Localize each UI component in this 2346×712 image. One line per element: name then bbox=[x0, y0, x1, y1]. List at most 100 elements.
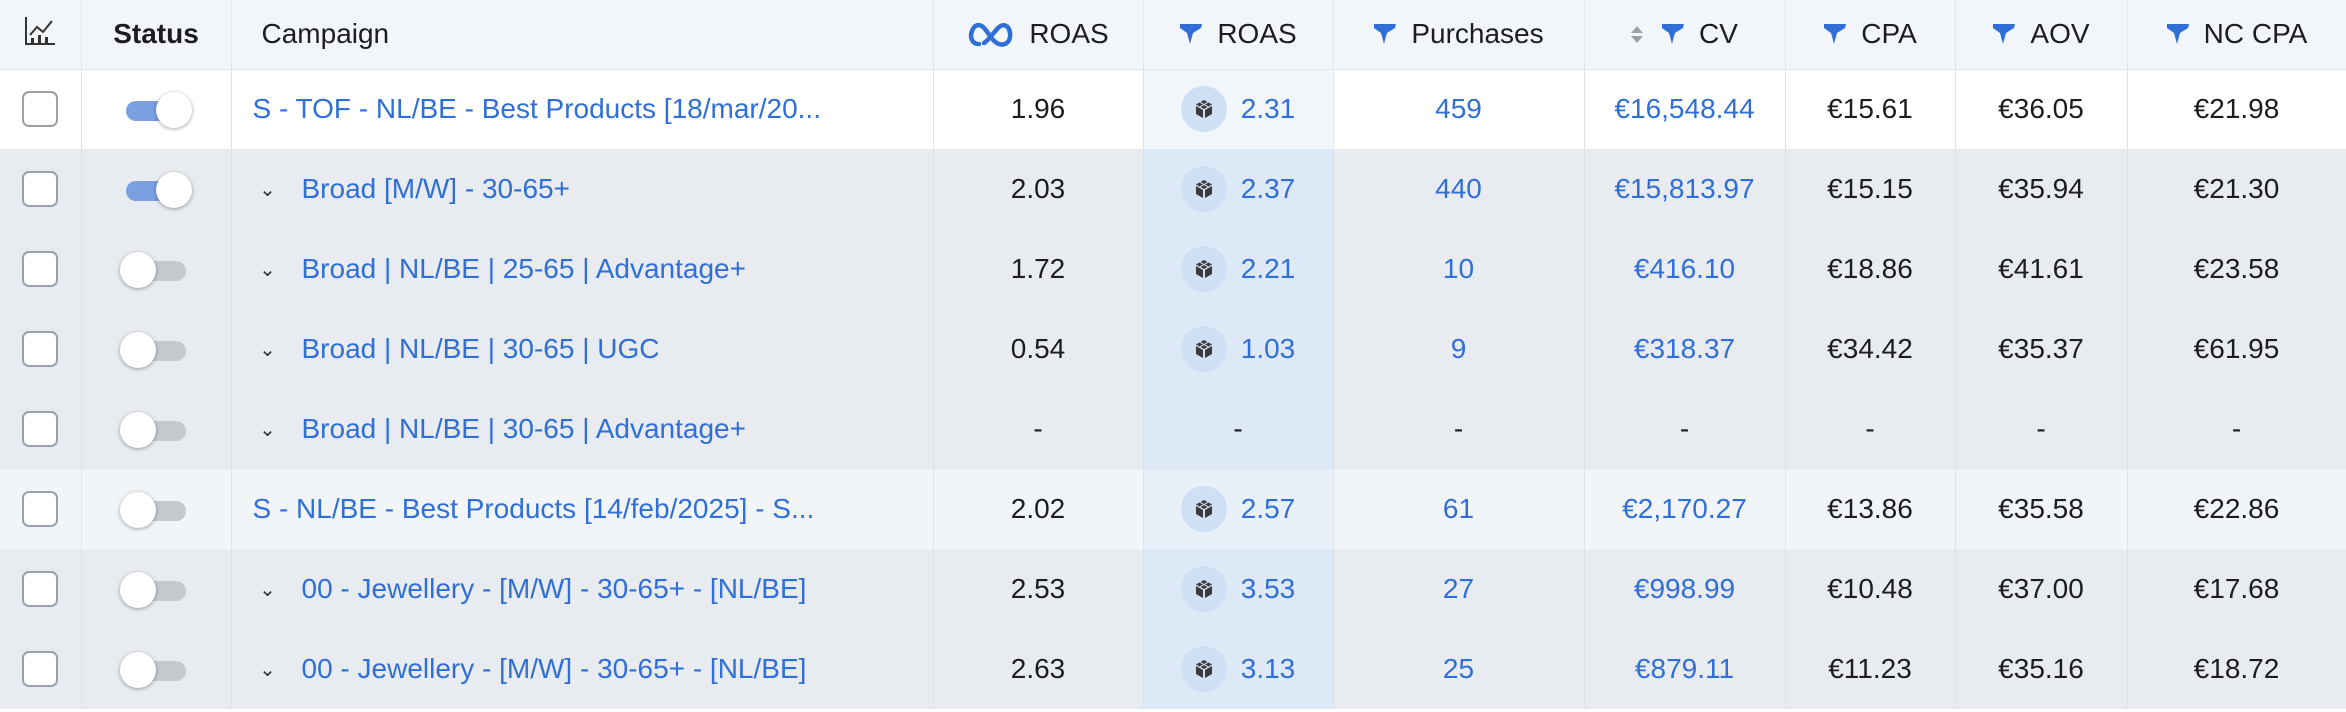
row-select-cell bbox=[0, 69, 82, 149]
status-toggle[interactable] bbox=[126, 91, 192, 128]
roas-value[interactable]: 2.21 bbox=[1240, 253, 1296, 284]
toggle-knob[interactable] bbox=[120, 411, 156, 448]
chart-icon[interactable] bbox=[23, 15, 57, 54]
purchases-column-header[interactable]: Purchases bbox=[1333, 0, 1585, 70]
roas-cell: 2.37 bbox=[1143, 149, 1334, 229]
cpa-cell: €18.86 bbox=[1785, 229, 1956, 309]
table-row[interactable]: ⌄ Broad | NL/BE | 30-65 | UGC 0.54 1.03 9 €31… bbox=[0, 309, 2346, 389]
aov-column-header[interactable]: AOV bbox=[1955, 0, 2128, 70]
campaign-cell: S - TOF - NL/BE - Best Products [18/mar/… bbox=[231, 69, 934, 149]
table-row[interactable]: ⌄ Broad [M/W] - 30-65+ 2.03 2.37 440 €15,813.… bbox=[0, 149, 2346, 229]
toggle-knob[interactable] bbox=[156, 171, 192, 208]
cv-cell[interactable]: €2,170.27 bbox=[1584, 469, 1786, 549]
table-row[interactable]: ⌄ 00 - Jewellery - [M/W] - 30-65+ - [NL/B… bbox=[0, 549, 2346, 629]
chevron-down-icon[interactable]: ⌄ bbox=[259, 337, 276, 361]
table-header: Status Campaign ROAS ROAS bbox=[0, 0, 2346, 70]
campaign-name-link[interactable]: Broad | NL/BE | 25-65 | Advantage+ bbox=[301, 253, 746, 284]
roas-value[interactable]: 2.57 bbox=[1240, 493, 1296, 524]
cv-column-header[interactable]: CV bbox=[1584, 0, 1786, 70]
purchases-cell[interactable]: 440 bbox=[1333, 149, 1585, 229]
table-row[interactable]: ⌄ Broad | NL/BE | 30-65 | Advantage+ - - - - -… bbox=[0, 389, 2346, 469]
cv-label: CV bbox=[1699, 18, 1738, 50]
purchases-cell[interactable]: 9 bbox=[1333, 309, 1585, 389]
purchases-cell[interactable]: 25 bbox=[1333, 629, 1585, 709]
cpa-column-header[interactable]: CPA bbox=[1785, 0, 1956, 70]
status-toggle[interactable] bbox=[120, 651, 186, 688]
toggle-knob[interactable] bbox=[120, 251, 156, 288]
status-toggle[interactable] bbox=[120, 331, 186, 368]
row-checkbox[interactable] bbox=[22, 411, 59, 447]
purchases-cell[interactable]: - bbox=[1333, 389, 1585, 469]
purchases-cell[interactable]: 10 bbox=[1333, 229, 1585, 309]
roas-value[interactable]: 3.53 bbox=[1240, 573, 1296, 604]
status-toggle[interactable] bbox=[120, 571, 186, 608]
row-select-cell bbox=[0, 309, 82, 389]
roas-value[interactable]: - bbox=[1233, 413, 1243, 444]
campaign-name-link[interactable]: S - TOF - NL/BE - Best Products [18/mar/… bbox=[252, 93, 822, 125]
nc-cpa-column-header[interactable]: NC CPA bbox=[2127, 0, 2346, 70]
campaign-name-link[interactable]: Broad | NL/BE | 30-65 | UGC bbox=[301, 333, 660, 364]
campaign-name-link[interactable]: 00 - Jewellery - [M/W] - 30-65+ - [NL/BE… bbox=[301, 573, 807, 604]
sort-icon[interactable] bbox=[1631, 25, 1644, 43]
roas-value[interactable]: 1.03 bbox=[1240, 333, 1296, 364]
table-row[interactable]: S - TOF - NL/BE - Best Products [18/mar/… bbox=[0, 69, 2346, 149]
campaign-name-link[interactable]: Broad [M/W] - 30-65+ bbox=[301, 173, 570, 204]
table-row[interactable]: ⌄ Broad | NL/BE | 25-65 | Advantage+ 1.72 2… bbox=[0, 229, 2346, 309]
row-checkbox[interactable] bbox=[22, 571, 59, 607]
chevron-down-icon[interactable]: ⌄ bbox=[259, 177, 276, 201]
row-checkbox[interactable] bbox=[22, 251, 59, 287]
roas-column-header[interactable]: ROAS bbox=[1143, 0, 1334, 70]
cpa-label: CPA bbox=[1861, 18, 1917, 50]
chevron-down-icon[interactable]: ⌄ bbox=[259, 577, 276, 601]
status-cell bbox=[81, 69, 232, 149]
meta-roas-cell: - bbox=[933, 389, 1144, 469]
row-checkbox[interactable] bbox=[22, 331, 59, 367]
purchases-cell[interactable]: 61 bbox=[1333, 469, 1585, 549]
campaign-name-link[interactable]: Broad | NL/BE | 30-65 | Advantage+ bbox=[301, 413, 746, 444]
row-checkbox[interactable] bbox=[22, 491, 59, 527]
chart-column-header[interactable] bbox=[0, 0, 82, 70]
table-row[interactable]: ⌄ 00 - Jewellery - [M/W] - 30-65+ - [NL/B… bbox=[0, 629, 2346, 709]
toggle-knob[interactable] bbox=[120, 571, 156, 608]
campaign-cell: ⌄ Broad | NL/BE | 25-65 | Advantage+ bbox=[231, 229, 934, 309]
roas-value[interactable]: 2.31 bbox=[1240, 93, 1296, 125]
status-toggle[interactable] bbox=[126, 171, 192, 208]
cv-cell[interactable]: €998.99 bbox=[1584, 549, 1786, 629]
purchases-cell[interactable]: 27 bbox=[1333, 549, 1585, 629]
campaign-name-link[interactable]: S - NL/BE - Best Products [14/feb/2025] … bbox=[252, 493, 815, 524]
row-checkbox[interactable] bbox=[22, 91, 59, 128]
cv-cell[interactable]: €318.37 bbox=[1584, 309, 1786, 389]
purchases-cell[interactable]: 459 bbox=[1333, 69, 1585, 149]
campaign-column-header[interactable]: Campaign bbox=[231, 0, 934, 70]
toggle-knob[interactable] bbox=[120, 331, 156, 368]
cube-icon bbox=[1180, 646, 1227, 692]
status-toggle[interactable] bbox=[120, 491, 186, 528]
row-checkbox[interactable] bbox=[22, 171, 59, 207]
cube-icon bbox=[1180, 486, 1227, 532]
cv-cell[interactable]: - bbox=[1584, 389, 1786, 469]
toggle-knob[interactable] bbox=[120, 651, 156, 688]
status-toggle[interactable] bbox=[120, 411, 186, 448]
toggle-knob[interactable] bbox=[120, 491, 156, 528]
nc-cpa-label: NC CPA bbox=[2203, 18, 2308, 50]
cv-cell[interactable]: €416.10 bbox=[1584, 229, 1786, 309]
meta-roas-cell: 2.02 bbox=[933, 469, 1144, 549]
roas-cell: 3.13 bbox=[1143, 629, 1334, 709]
status-column-header[interactable]: Status bbox=[81, 0, 232, 70]
aov-cell: €35.16 bbox=[1955, 629, 2128, 709]
chevron-down-icon[interactable]: ⌄ bbox=[259, 657, 276, 681]
cv-cell[interactable]: €16,548.44 bbox=[1584, 69, 1786, 149]
chevron-down-icon[interactable]: ⌄ bbox=[259, 257, 276, 281]
nc-cpa-cell: €18.72 bbox=[2127, 629, 2346, 709]
campaign-name-link[interactable]: 00 - Jewellery - [M/W] - 30-65+ - [NL/BE… bbox=[301, 653, 807, 684]
table-row[interactable]: S - NL/BE - Best Products [14/feb/2025] … bbox=[0, 469, 2346, 549]
cv-cell[interactable]: €879.11 bbox=[1584, 629, 1786, 709]
toggle-knob[interactable] bbox=[156, 91, 192, 128]
chevron-down-icon[interactable]: ⌄ bbox=[259, 417, 276, 441]
status-toggle[interactable] bbox=[120, 251, 186, 288]
cv-cell[interactable]: €15,813.97 bbox=[1584, 149, 1786, 229]
roas-value[interactable]: 3.13 bbox=[1240, 653, 1296, 684]
row-checkbox[interactable] bbox=[22, 651, 59, 687]
meta-roas-column-header[interactable]: ROAS bbox=[933, 0, 1144, 70]
roas-value[interactable]: 2.37 bbox=[1240, 173, 1296, 204]
